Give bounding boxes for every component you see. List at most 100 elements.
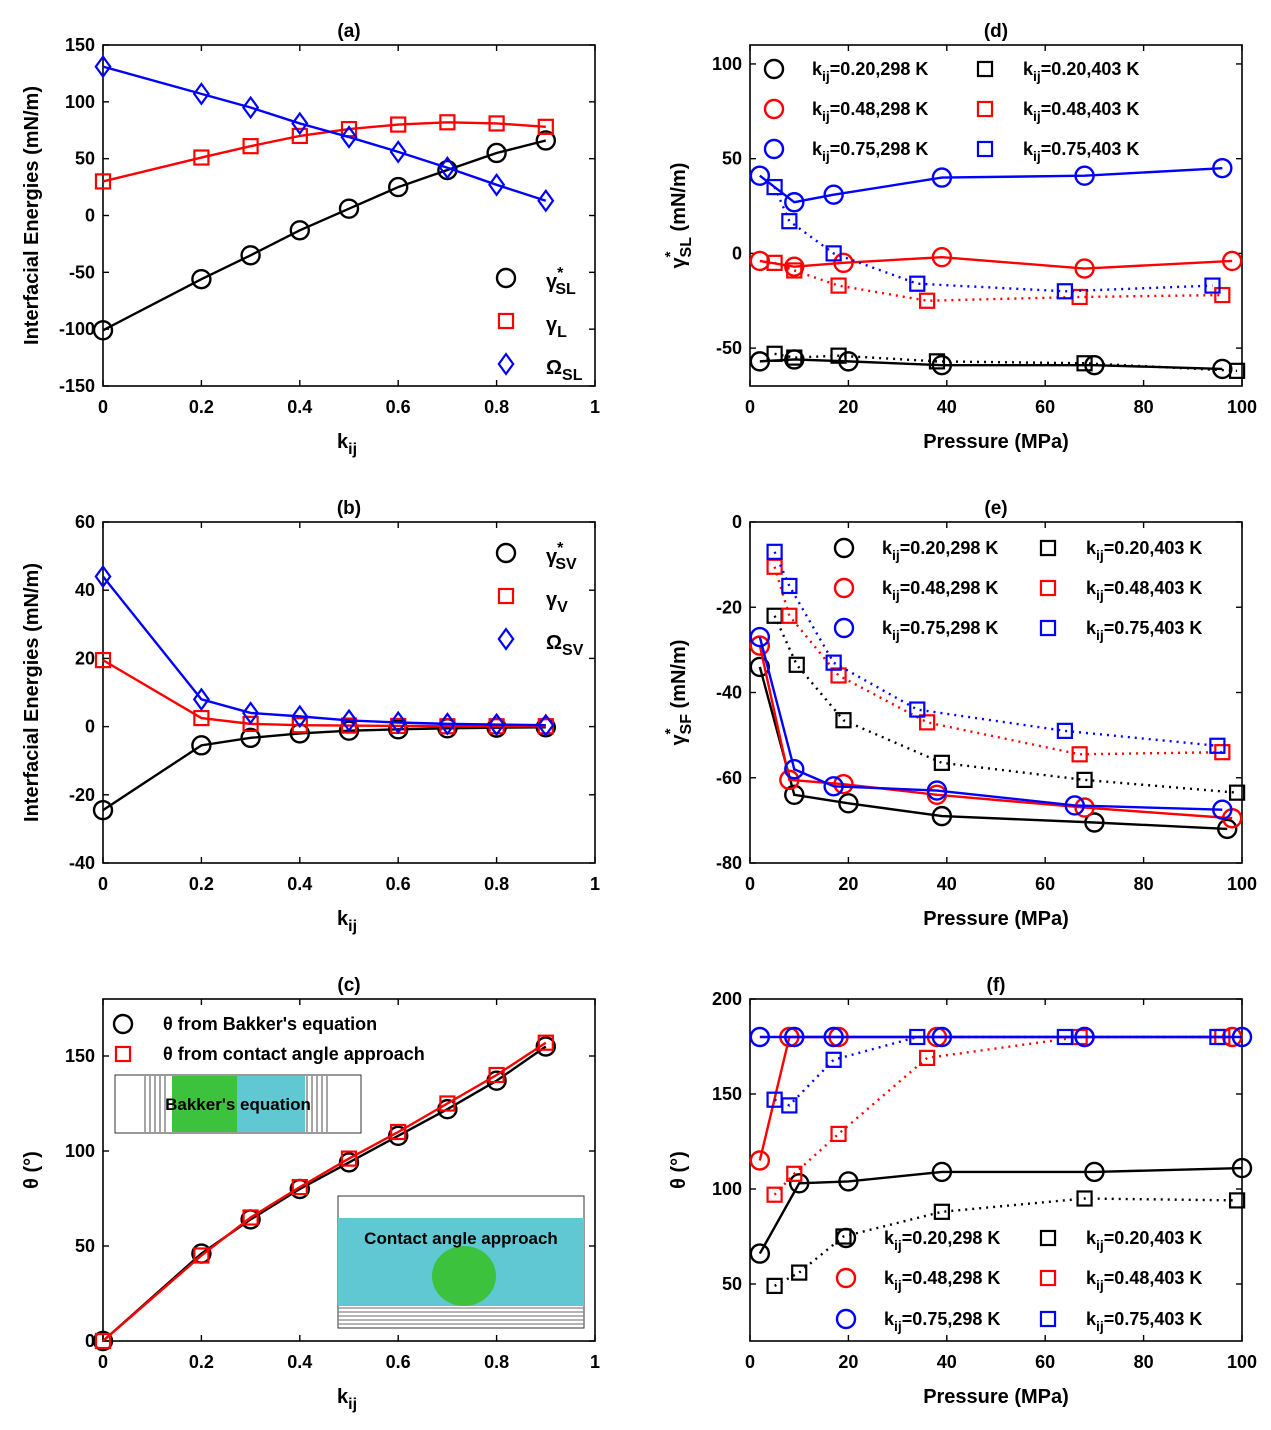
data-point <box>289 220 310 241</box>
series-line <box>102 575 546 727</box>
legend-marker <box>835 1227 857 1249</box>
data-point <box>784 784 805 805</box>
data-point <box>1084 812 1105 833</box>
legend-marker <box>833 577 855 599</box>
series-f-5 <box>766 1028 1226 1114</box>
series-d-2 <box>749 246 1243 279</box>
data-point <box>1056 283 1073 300</box>
data-point <box>825 245 842 262</box>
x-tick-label: 0.2 <box>189 874 214 894</box>
data-point <box>749 626 771 648</box>
x-tick-label: 100 <box>1227 397 1257 417</box>
series-a-0 <box>92 130 556 341</box>
x-tick-label: 40 <box>937 397 957 417</box>
data-point <box>789 1173 810 1194</box>
series-f-0 <box>749 1157 1253 1264</box>
data-point <box>488 115 505 132</box>
x-tick-label: 0.6 <box>386 1352 411 1372</box>
x-tick-label: 60 <box>1035 874 1055 894</box>
data-point <box>1212 799 1233 820</box>
data-point <box>1076 1190 1093 1207</box>
data-point <box>749 635 771 656</box>
x-tick-label: 0 <box>745 397 755 417</box>
x-tick-label: 0.6 <box>386 874 411 894</box>
data-point <box>240 245 261 266</box>
data-point <box>786 1165 803 1182</box>
data-point <box>193 1247 210 1264</box>
data-point <box>94 564 112 589</box>
x-axis-label: kij <box>337 1386 357 1413</box>
series-e-4 <box>749 626 1233 820</box>
legend-marker <box>497 312 515 330</box>
data-point <box>830 347 847 364</box>
data-point <box>918 292 936 309</box>
series-line <box>102 121 546 183</box>
y-tick-label: 150 <box>65 35 95 55</box>
data-point <box>192 82 210 106</box>
legend-marker <box>833 537 855 559</box>
legend-marker <box>976 100 994 118</box>
series-line <box>773 186 1213 293</box>
series-b-2 <box>94 564 555 738</box>
data-point <box>1056 1028 1073 1046</box>
y-tick-label: 0 <box>732 243 742 263</box>
legend-marker <box>835 1308 857 1330</box>
series-line <box>758 666 1228 831</box>
y-tick-label: 0 <box>85 1331 95 1351</box>
data-point <box>537 1034 554 1051</box>
data-point <box>1228 1192 1246 1209</box>
series-line <box>759 358 1223 371</box>
legend-label: kij=0.75,298 K <box>884 1309 1000 1334</box>
data-point <box>94 173 112 190</box>
data-point <box>766 543 783 560</box>
x-tick-label: 0 <box>98 874 108 894</box>
data-point <box>749 165 771 186</box>
legend-marker <box>114 1045 132 1063</box>
data-point <box>242 715 259 732</box>
data-point <box>823 776 844 797</box>
y-tick-label: -20 <box>69 785 95 805</box>
legend-label: kij=0.48,403 K <box>1023 99 1139 124</box>
data-point <box>388 176 409 198</box>
x-axis-label: Pressure (MPa) <box>923 1386 1069 1408</box>
x-tick-label: 0 <box>98 1352 108 1372</box>
data-point <box>749 1150 771 1171</box>
series-d-3 <box>766 254 1231 309</box>
data-point <box>784 192 805 213</box>
data-point <box>825 654 842 671</box>
series-b-0 <box>92 717 556 821</box>
y-tick-label: 0 <box>85 206 95 226</box>
data-point <box>338 1152 360 1173</box>
series-f-3 <box>766 1028 1231 1203</box>
x-tick-label: 60 <box>1035 397 1055 417</box>
data-point <box>340 125 358 149</box>
data-point <box>240 727 261 749</box>
data-point <box>1228 784 1246 801</box>
legend-marker <box>497 627 515 651</box>
legend-marker <box>1039 539 1057 557</box>
x-tick-label: 40 <box>937 874 957 894</box>
x-tick-label: 60 <box>1035 1352 1055 1372</box>
legend-marker <box>1039 579 1057 597</box>
data-point <box>1214 286 1231 304</box>
x-tick-label: 1 <box>590 1352 600 1372</box>
legend-label: kij=0.48,403 K <box>1086 578 1202 603</box>
data-point <box>786 349 803 366</box>
legend-label: kij=0.75,298 K <box>882 618 998 643</box>
chart-title: (f) <box>987 975 1006 996</box>
series-line <box>759 255 1233 270</box>
data-point <box>242 1209 259 1226</box>
data-point <box>291 111 309 136</box>
x-tick-label: 0.8 <box>484 1352 509 1372</box>
data-point <box>784 256 805 277</box>
data-point <box>838 1171 859 1192</box>
series-d-0 <box>749 349 1233 380</box>
chart-panel-d: (d) 0 20 40 60 80 100 -50 0 50 100 Pressure (MPa) γ*… <box>662 21 1257 453</box>
legend-label: γV <box>546 589 568 616</box>
data-point <box>439 1095 456 1112</box>
y-axis-label: γ*SL (mN/m) <box>662 163 695 269</box>
x-tick-label: 20 <box>838 1352 858 1372</box>
data-point <box>933 1203 950 1220</box>
series-line <box>102 139 547 332</box>
